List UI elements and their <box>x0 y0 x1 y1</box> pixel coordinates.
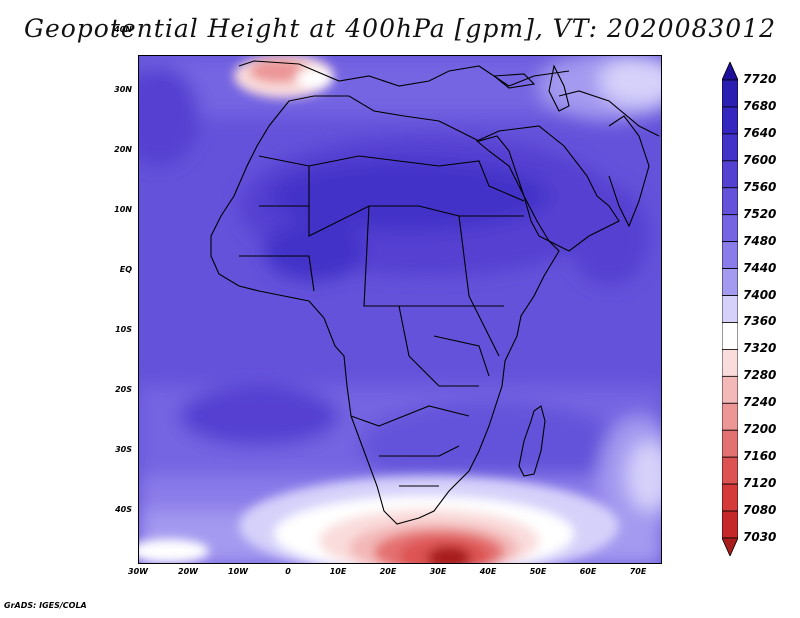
colorbar-level-label: 7120 <box>743 476 777 491</box>
colorbar-bin <box>722 429 738 458</box>
colorbar-bin <box>722 268 738 296</box>
colorbar-level-label: 7680 <box>743 98 777 113</box>
lat-label-40n: 40N <box>114 25 132 34</box>
colorbar-level-label: 7030 <box>743 530 777 544</box>
colorbar-bin <box>722 402 738 431</box>
lat-label-20s: 20S <box>115 385 132 394</box>
colorbar-bin <box>722 214 738 243</box>
lat-label-20n: 20N <box>114 145 132 154</box>
colorbar-level-label: 7440 <box>743 260 777 275</box>
map-panel <box>138 55 662 564</box>
map-title: Geopotential Height at 400hPa [gpm], VT:… <box>23 14 777 43</box>
lon-label-10w: 10W <box>228 567 248 576</box>
lon-label-10e: 10E <box>329 567 347 576</box>
colorbar <box>722 62 738 556</box>
lon-label-20w: 20W <box>178 567 198 576</box>
colorbar-bin <box>722 187 738 216</box>
lat-label-40s: 40S <box>115 505 132 514</box>
colorbar-level-label: 7400 <box>743 287 777 302</box>
lat-label-eq: EQ <box>119 265 132 274</box>
geopotential-field <box>139 56 661 563</box>
colorbar-bottom-triangle <box>722 537 738 556</box>
colorbar-level-label: 7160 <box>743 449 777 464</box>
colorbar-level-label: 7200 <box>743 422 777 437</box>
lat-label-30s: 30S <box>115 445 132 454</box>
colorbar-top-triangle <box>722 62 738 81</box>
colorbar-level-label: 7240 <box>743 395 777 410</box>
colorbar-bin <box>722 349 738 377</box>
lon-label-30e: 30E <box>429 567 447 576</box>
colorbar-level-label: 7320 <box>743 341 777 356</box>
lat-label-30n: 30N <box>114 85 132 94</box>
colorbar-bin <box>722 106 738 135</box>
lon-label-0: 0 <box>285 567 291 576</box>
lon-label-20e: 20E <box>379 567 397 576</box>
colorbar-level-label: 7640 <box>743 125 777 140</box>
colorbar-level-label: 7480 <box>743 233 777 248</box>
colorbar-level-label: 7360 <box>743 314 777 329</box>
colorbar-bin <box>722 133 738 162</box>
lon-label-40e: 40E <box>479 567 497 576</box>
colorbar-bin <box>722 295 738 323</box>
grads-credit: GrADS: IGES/COLA <box>4 601 87 610</box>
colorbar-bin <box>722 79 738 108</box>
lon-label-30w: 30W <box>128 567 148 576</box>
lat-label-10n: 10N <box>114 205 132 214</box>
colorbar-level-label: 7600 <box>743 152 777 167</box>
lat-label-10s: 10S <box>115 325 132 334</box>
colorbar-bin <box>722 510 738 539</box>
colorbar-bin <box>722 322 738 350</box>
colorbar-level-label: 7080 <box>743 503 777 518</box>
lon-label-50e: 50E <box>529 567 547 576</box>
colorbar-level-label: 7560 <box>743 179 777 194</box>
colorbar-level-label: 7280 <box>743 368 777 383</box>
colorbar-bin <box>722 375 738 404</box>
colorbar-level-label: 7520 <box>743 206 777 221</box>
colorbar-bin <box>722 241 738 269</box>
colorbar-bin <box>722 160 738 189</box>
colorbar-level-label: 7720 <box>743 72 777 86</box>
colorbar-bin <box>722 456 738 485</box>
lon-label-60e: 60E <box>579 567 597 576</box>
coastline-outline <box>210 60 660 525</box>
lon-label-70e: 70E <box>629 567 647 576</box>
colorbar-bin <box>722 483 738 512</box>
